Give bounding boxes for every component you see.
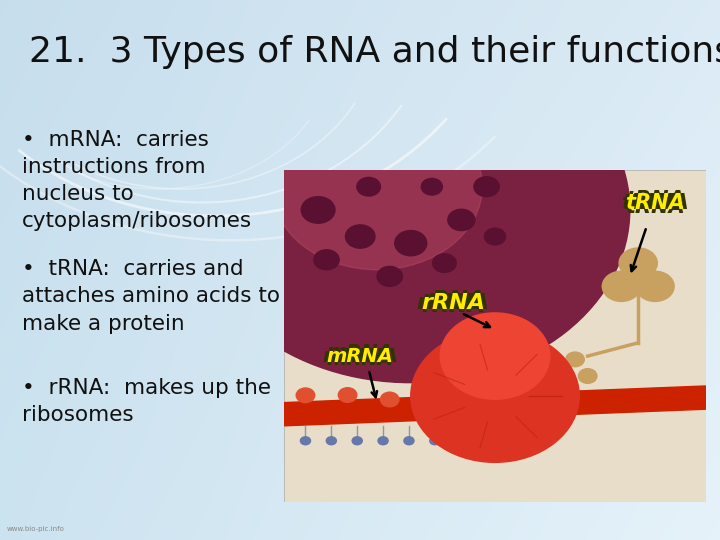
Circle shape <box>357 178 380 196</box>
Text: mRNA: mRNA <box>323 347 390 366</box>
Text: rRNA: rRNA <box>425 293 489 313</box>
Text: mRNA: mRNA <box>327 343 394 362</box>
Circle shape <box>482 437 492 445</box>
Circle shape <box>619 248 657 278</box>
Circle shape <box>440 313 550 399</box>
Text: mRNA: mRNA <box>327 350 394 369</box>
Circle shape <box>314 250 339 270</box>
Circle shape <box>296 388 315 403</box>
Circle shape <box>404 437 414 445</box>
Circle shape <box>346 225 375 248</box>
Text: tRNA: tRNA <box>625 193 685 213</box>
Circle shape <box>456 437 466 445</box>
Polygon shape <box>284 386 706 426</box>
Text: rRNA: rRNA <box>421 296 485 316</box>
Text: •  tRNA:  carries and
attaches amino acids to
make a protein: • tRNA: carries and attaches amino acids… <box>22 259 279 334</box>
Circle shape <box>464 389 483 403</box>
Circle shape <box>474 177 499 197</box>
Circle shape <box>485 228 505 245</box>
Circle shape <box>301 197 335 223</box>
Text: tRNA: tRNA <box>629 193 689 213</box>
Circle shape <box>377 266 402 286</box>
Text: tRNA: tRNA <box>621 193 680 213</box>
Circle shape <box>192 37 630 383</box>
Circle shape <box>578 369 597 383</box>
Circle shape <box>338 388 357 402</box>
Text: www.bio-pic.info: www.bio-pic.info <box>7 526 65 532</box>
Circle shape <box>566 352 585 367</box>
Circle shape <box>300 437 310 445</box>
Text: •  mRNA:  carries
instructions from
nucleus to
cytoplasm/ribosomes: • mRNA: carries instructions from nucleu… <box>22 130 252 231</box>
Text: mRNA: mRNA <box>327 347 394 366</box>
Circle shape <box>395 231 427 256</box>
Circle shape <box>271 104 482 270</box>
Text: 21.  3 Types of RNA and their functions.: 21. 3 Types of RNA and their functions. <box>29 35 720 69</box>
Circle shape <box>448 210 474 231</box>
Circle shape <box>352 437 362 445</box>
Text: rRNA: rRNA <box>417 293 481 313</box>
Circle shape <box>636 272 674 301</box>
FancyBboxPatch shape <box>284 170 706 502</box>
Circle shape <box>423 393 441 408</box>
Text: rRNA: rRNA <box>421 289 485 309</box>
Circle shape <box>380 392 399 407</box>
Circle shape <box>326 437 336 445</box>
Circle shape <box>410 329 579 462</box>
Text: mRNA: mRNA <box>331 347 398 366</box>
Circle shape <box>378 437 388 445</box>
Circle shape <box>430 437 440 445</box>
Text: tRNA: tRNA <box>625 197 685 217</box>
Circle shape <box>421 178 442 195</box>
Text: rRNA: rRNA <box>421 293 485 313</box>
Text: tRNA: tRNA <box>625 190 685 210</box>
Text: •  rRNA:  makes up the
ribosomes: • rRNA: makes up the ribosomes <box>22 378 271 425</box>
Circle shape <box>433 254 456 272</box>
Circle shape <box>603 272 640 301</box>
